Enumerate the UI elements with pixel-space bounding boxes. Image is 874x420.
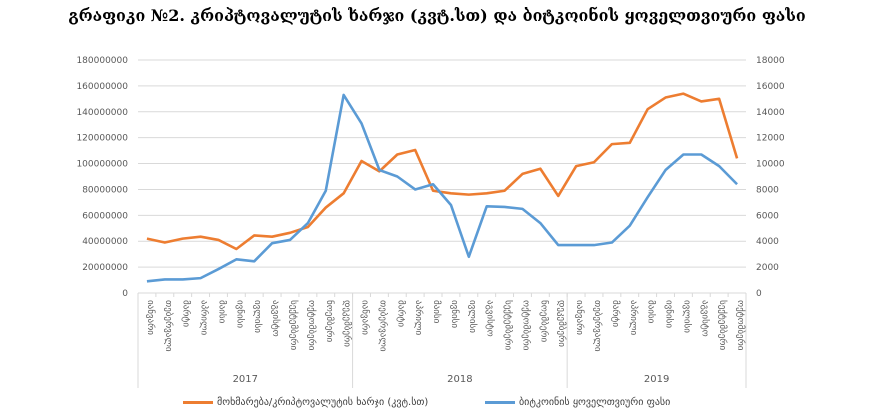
x-axis-month-label: იანვარი <box>145 300 156 335</box>
x-axis-month-label: აგვისტო <box>485 300 496 337</box>
x-axis-month-label: ნოემბერი <box>538 300 549 342</box>
x-axis-month-label: მარტი <box>181 300 192 327</box>
right-axis-tick: 16000 <box>756 82 785 92</box>
x-axis-month-label: მაისი <box>431 300 442 324</box>
x-axis-month-label: ივნისი <box>234 300 245 328</box>
x-axis-month-label: აპრილი <box>413 300 424 336</box>
x-axis-month-label: ივნისი <box>449 300 460 328</box>
x-axis-month-label: იანვარი <box>574 300 585 335</box>
left-axis-tick: 20000000 <box>82 263 128 273</box>
left-axis-tick: 60000000 <box>82 211 128 221</box>
x-axis-month-label: მარტი <box>395 300 406 327</box>
right-axis-tick: 0 <box>756 289 762 299</box>
x-axis-month-label: თებერვალი <box>377 300 388 352</box>
left-axis-tick: 160000000 <box>76 82 128 92</box>
x-axis-month-label: ივლისი <box>681 300 692 333</box>
x-axis-month-label: აპრილი <box>199 300 210 336</box>
left-axis-tick: 120000000 <box>76 134 128 144</box>
x-axis-month-label: აგვისტო <box>699 300 710 337</box>
legend-label: ბიტკოინის ყოველთვიური ფასი <box>519 397 671 408</box>
right-axis-tick: 2000 <box>756 263 779 273</box>
legend-item-consumption: მოხმარება/კრიპტოვალუტის ხარჯი (კვტ.სთ) <box>183 397 428 408</box>
left-axis-tick: 100000000 <box>76 160 128 170</box>
x-axis-month-label: დეკემბერი <box>556 300 567 347</box>
x-axis-month-label: ივნისი <box>664 300 675 328</box>
x-axis-month-label: სექტემბერი <box>717 300 728 350</box>
x-axis-month-label: ნოემბერი <box>324 300 335 342</box>
legend-item-bitcoin-price: ბიტკოინის ყოველთვიური ფასი <box>485 397 670 408</box>
x-axis-month-label: მაისი <box>646 300 657 324</box>
right-axis-tick: 8000 <box>756 185 779 195</box>
consumption-line <box>146 92 739 251</box>
x-axis-month-label: თებერვალი <box>592 300 603 352</box>
x-axis-month-label: დეკემბერი <box>342 300 353 347</box>
chart-title: გრაფიკი №2. კრიპტოვალუტის ხარჯი (კვტ.სთ)… <box>68 6 806 25</box>
x-axis-year-label: 2019 <box>644 374 669 385</box>
right-axis-tick: 14000 <box>756 108 785 118</box>
x-axis-year-label: 2017 <box>233 374 258 385</box>
legend-swatch-blue <box>485 401 515 404</box>
left-axis-tick: 40000000 <box>82 237 128 247</box>
legend-swatch-orange <box>183 401 213 404</box>
left-axis-tick: 140000000 <box>76 108 128 118</box>
x-axis-month-label: სექტემბერი <box>503 300 514 350</box>
right-axis-tick: 6000 <box>756 211 779 221</box>
left-axis-tick: 180000000 <box>76 56 128 66</box>
x-axis-month-label: ოქტომბერი <box>306 300 317 351</box>
x-axis-month-label: ივლისი <box>252 300 263 333</box>
x-axis-month-label: თებერვალი <box>163 300 174 352</box>
bitcoin-price-line <box>146 93 738 283</box>
x-axis-month-label: აპრილი <box>628 300 639 336</box>
x-axis-month-label: ოქტომბერი <box>735 300 746 351</box>
left-axis-tick: 80000000 <box>82 185 128 195</box>
x-axis-month-label: სექტემბერი <box>288 300 299 350</box>
x-axis-month-label: მარტი <box>610 300 621 327</box>
x-axis-month-label: ოქტომბერი <box>520 300 531 351</box>
x-axis-year-label: 2018 <box>447 374 472 385</box>
x-axis-month-label: მაისი <box>216 300 227 324</box>
right-axis-tick: 18000 <box>756 56 785 66</box>
legend-label: მოხმარება/კრიპტოვალუტის ხარჯი (კვტ.სთ) <box>217 397 429 408</box>
right-axis-tick: 12000 <box>756 134 785 144</box>
right-axis-tick: 10000 <box>756 160 785 170</box>
x-axis-month-label: ივლისი <box>467 300 478 333</box>
right-axis-tick: 4000 <box>756 237 779 247</box>
x-axis-month-label: იანვარი <box>360 300 371 335</box>
left-axis-tick: 0 <box>122 289 128 299</box>
x-axis-month-label: აგვისტო <box>270 300 281 337</box>
